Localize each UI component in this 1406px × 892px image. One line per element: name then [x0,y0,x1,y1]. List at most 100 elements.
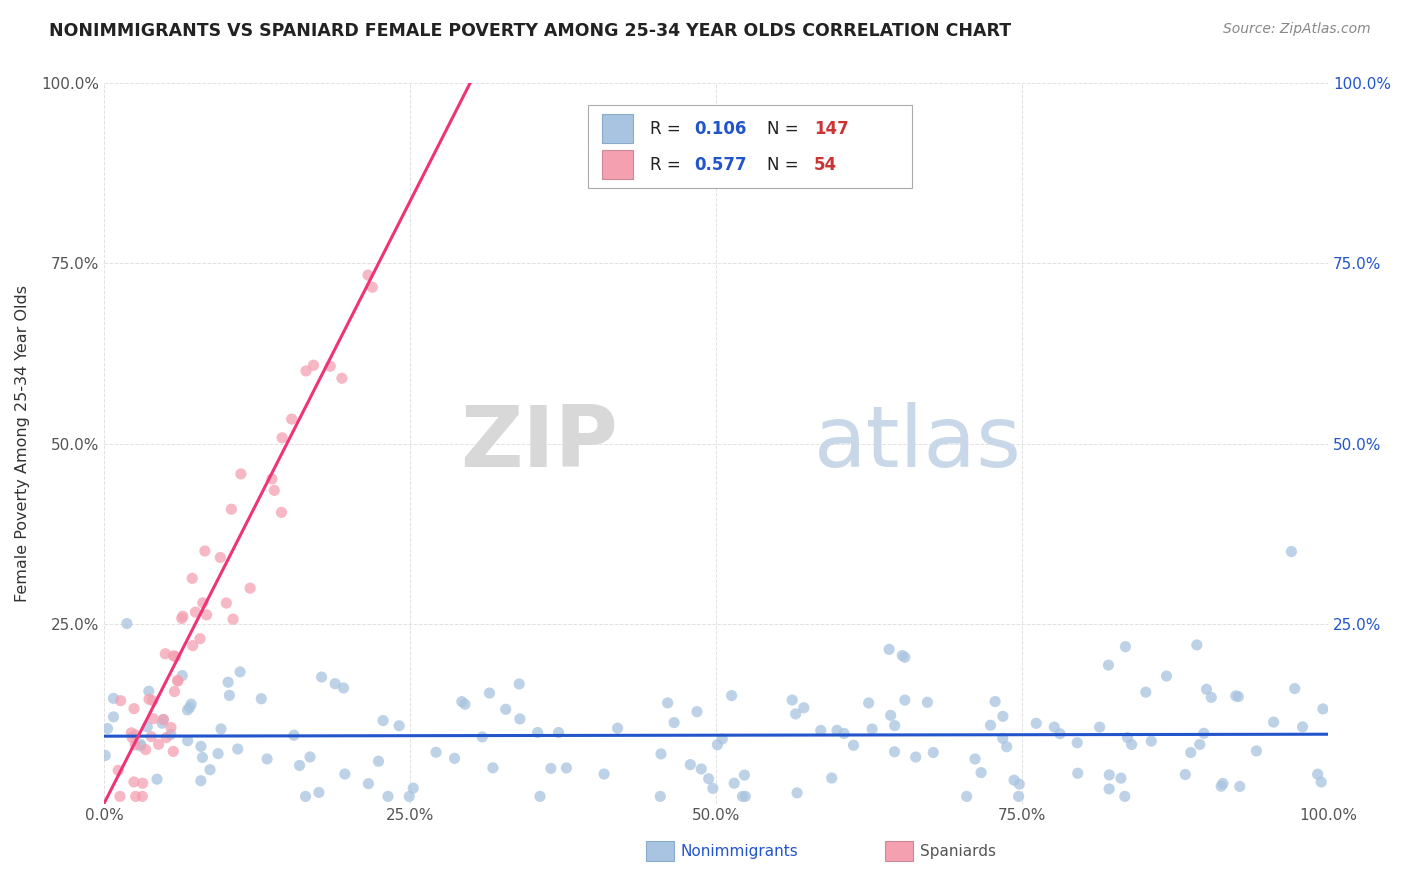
Point [191,750,214,764]
Point [121,731,143,745]
Point [894,650,917,665]
Point [1025,716,1047,731]
Point [125,789,148,804]
Point [217,675,239,690]
Point [323,676,346,690]
Point [1121,738,1143,752]
Text: R =: R = [650,156,686,174]
Point [1043,720,1066,734]
Point [1174,767,1197,781]
Point [120,726,142,740]
Point [508,677,530,691]
Point [1201,690,1223,705]
Point [711,731,734,746]
Point [1007,789,1029,804]
Point [1114,789,1136,804]
Point [190,739,212,754]
Point [883,745,905,759]
Point [963,752,986,766]
Point [181,571,204,585]
Point [894,693,917,707]
Point [302,358,325,372]
Point [825,723,848,738]
Point [294,789,316,804]
Point [209,722,232,736]
Point [179,700,201,714]
Point [979,718,1001,732]
Point [124,738,146,752]
Point [995,739,1018,754]
Point [555,761,578,775]
Point [1192,726,1215,740]
Text: R =: R = [650,120,686,137]
Point [361,280,384,294]
Point [482,761,505,775]
Text: 54: 54 [814,156,837,174]
Point [821,771,844,785]
Point [170,611,193,625]
Text: 0.577: 0.577 [695,156,747,174]
Point [733,768,755,782]
Point [1312,702,1334,716]
Point [529,789,551,804]
Point [184,605,207,619]
Point [131,789,153,804]
Point [720,689,742,703]
Point [122,701,145,715]
Point [883,718,905,732]
Point [1211,779,1233,793]
Point [1109,771,1132,785]
Point [984,694,1007,708]
Point [357,777,380,791]
Point [330,371,353,385]
Point [308,785,330,799]
Point [1212,776,1234,790]
Point [1306,767,1329,781]
Point [180,697,202,711]
Point [160,727,183,741]
Point [734,789,756,804]
Point [956,789,979,804]
Point [162,744,184,758]
Point [136,720,159,734]
Point [218,689,240,703]
Point [1246,744,1268,758]
Point [146,772,169,787]
Point [1188,738,1211,752]
Text: 147: 147 [814,120,849,137]
Text: Nonimmigrants: Nonimmigrants [681,844,799,859]
Point [311,670,333,684]
Point [181,639,204,653]
Point [526,725,548,739]
Point [162,648,184,663]
Point [209,550,232,565]
Point [222,612,245,626]
Point [495,702,517,716]
Point [842,738,865,752]
Point [706,738,728,752]
Point [195,607,218,622]
Point [1180,746,1202,760]
Point [547,725,569,739]
Point [283,728,305,742]
Point [690,762,713,776]
Point [271,431,294,445]
Point [288,758,311,772]
Point [1185,638,1208,652]
Point [260,472,283,486]
Point [402,781,425,796]
Point [166,673,188,688]
Point [221,502,243,516]
Point [593,767,616,781]
Point [107,764,129,778]
Point [917,695,939,709]
Point [780,693,803,707]
Point [152,713,174,727]
Point [207,747,229,761]
Point [142,693,165,707]
Point [160,721,183,735]
FancyBboxPatch shape [645,841,673,861]
Point [150,716,173,731]
Text: 0.106: 0.106 [695,120,747,137]
Point [793,700,815,714]
